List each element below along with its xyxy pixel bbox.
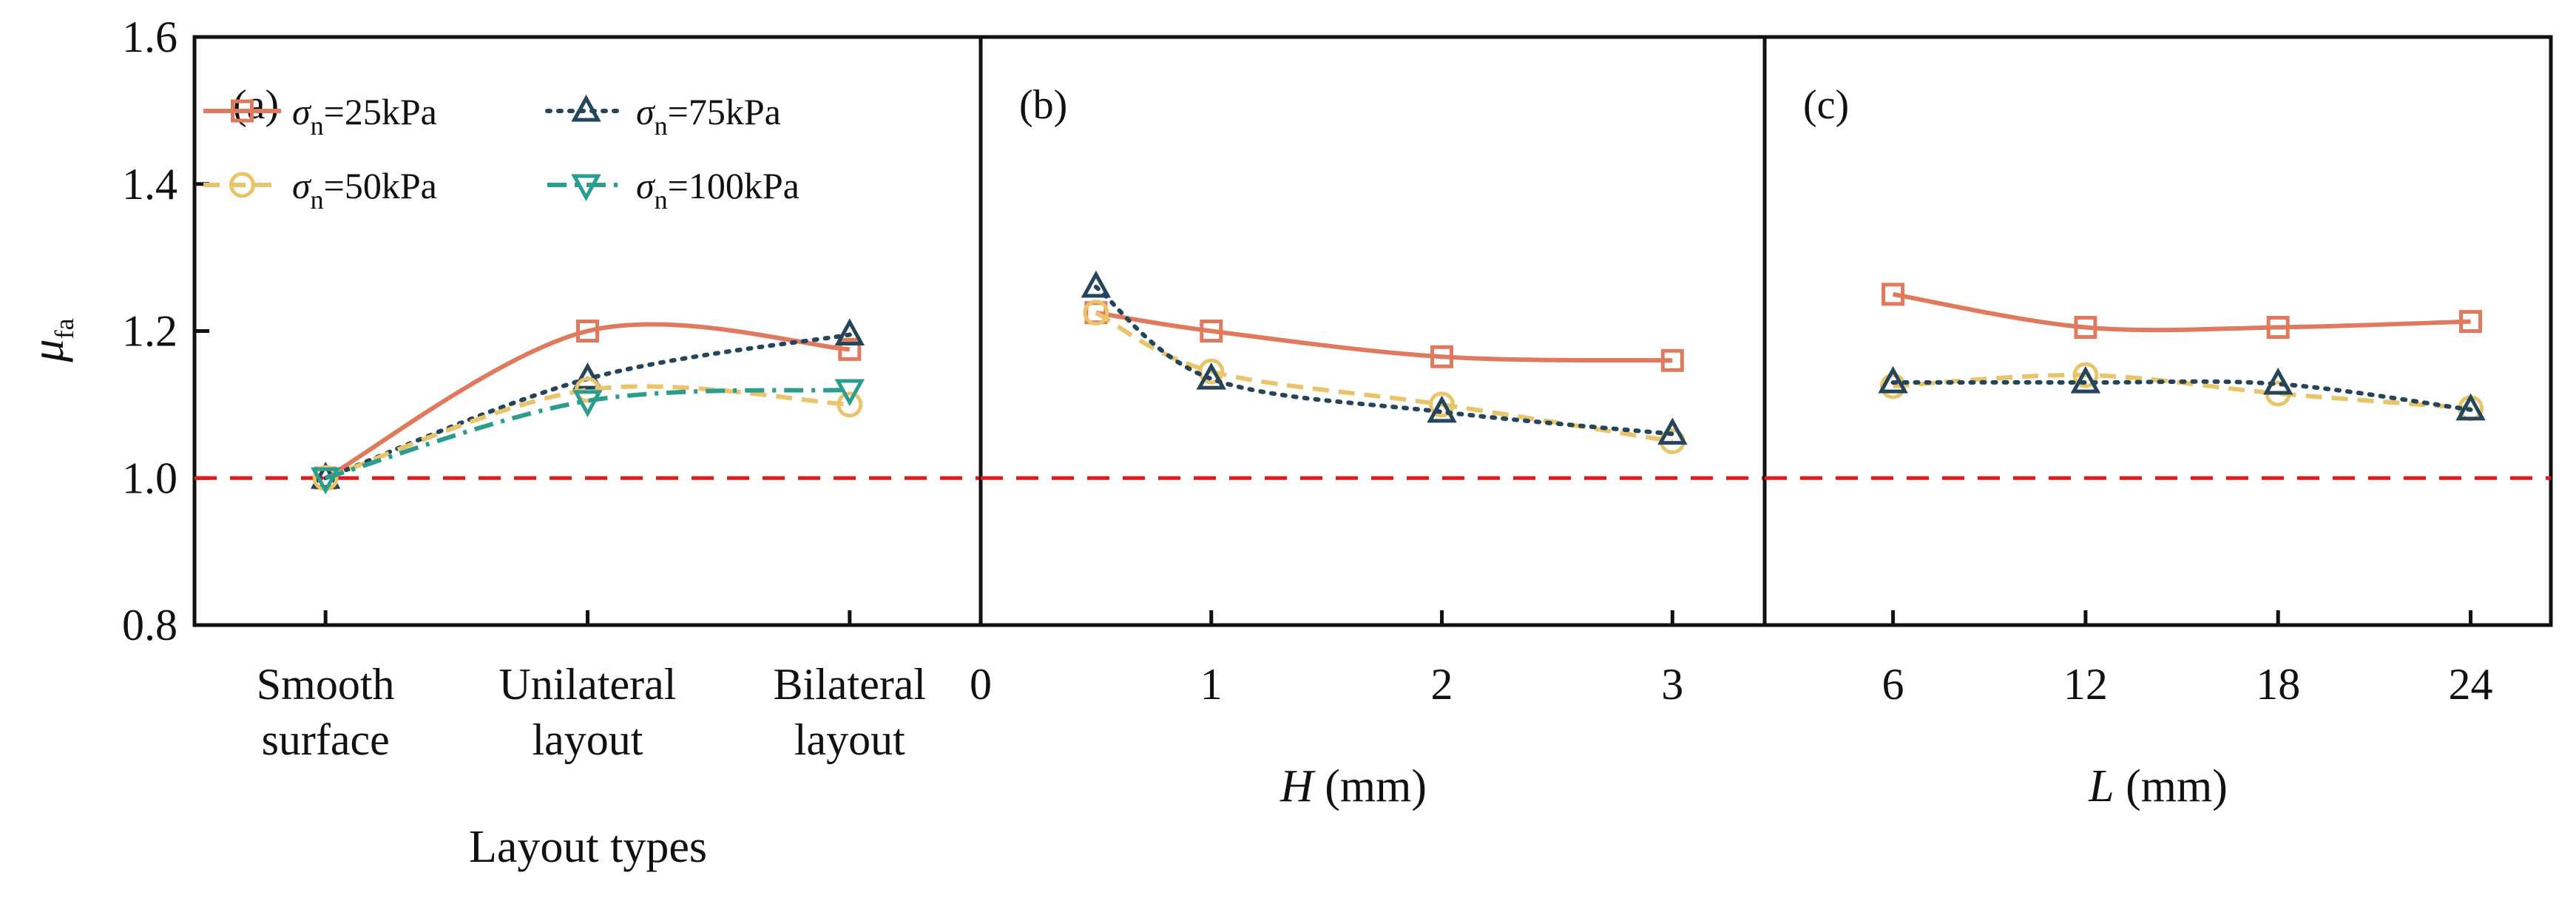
data-point-s75	[2070, 365, 2101, 394]
y-tick-label: 1.2	[122, 307, 178, 356]
x-tick-label: Unilateral layout	[499, 660, 677, 764]
x-tick-label: 24	[2449, 660, 2493, 709]
data-point-s25	[838, 337, 862, 361]
x-tick-label: Bilateral layout	[774, 660, 927, 764]
y-tick-label: 0.8	[122, 601, 178, 649]
data-point-s25	[2459, 310, 2483, 334]
data-point-s50	[1429, 391, 1456, 418]
y-tick-label: 1.0	[122, 453, 178, 502]
data-point-s75	[1081, 270, 1112, 298]
data-point-s100	[310, 467, 341, 495]
data-point-s50	[1198, 358, 1225, 385]
legend-marker-s100	[571, 174, 601, 202]
data-point-s75	[2455, 393, 2486, 421]
series-line-s50	[325, 384, 850, 481]
panel-c-x-axis-title: L (mm)	[2088, 761, 2228, 811]
legend-label-s25: σn=25kPa	[292, 91, 437, 141]
series-line-s75	[1890, 379, 2473, 412]
y-axis-title: μfa	[23, 318, 79, 362]
data-point-s50	[1083, 300, 1109, 326]
data-point-s25	[576, 320, 599, 342]
data-point-s50	[1880, 373, 1907, 399]
data-point-s75	[2262, 367, 2293, 395]
x-tick-label: 18	[2256, 660, 2300, 709]
panel-b: (b) H (mm) 0 1 2 3	[970, 35, 1767, 811]
series-line-s25	[1095, 310, 1673, 363]
x-tick-label: 2	[1431, 660, 1453, 709]
legend-marker-s75	[571, 94, 601, 122]
data-point-s25	[1882, 283, 1905, 306]
y-axis-ticks: 0.8 1.0 1.2 1.4 1.6	[122, 13, 209, 649]
data-point-s25	[2074, 316, 2097, 340]
panel-c-frame	[1762, 35, 2553, 627]
data-point-s100	[834, 379, 865, 407]
x-tick-label: 1	[1200, 660, 1223, 709]
legend-label-s75: σn=75kPa	[636, 91, 781, 141]
panel-c: (c) L (mm) 6 12 18 24	[1762, 35, 2553, 811]
data-point-s75	[834, 318, 865, 345]
data-point-s25	[1430, 345, 1454, 368]
legend: σn=25kPa σn=75kPa σn=50kPa σn=100kPa	[203, 91, 799, 215]
data-point-s25	[1660, 348, 1684, 372]
legend-marker-s25	[231, 99, 254, 123]
data-point-s75	[1427, 395, 1457, 423]
y-tick-label: 1.6	[122, 13, 178, 61]
panel-b-label: (b)	[1019, 82, 1067, 128]
data-point-s75	[572, 362, 603, 390]
data-point-s75	[1878, 365, 1908, 394]
series-line-s75	[1093, 284, 1675, 436]
data-point-s25	[1200, 320, 1223, 342]
panel-b-x-axis-title: H (mm)	[1279, 761, 1427, 811]
data-point-s25	[2266, 316, 2290, 340]
data-point-s100	[572, 390, 603, 418]
series-line-s25	[1893, 291, 2471, 333]
x-tick-label: 12	[2063, 660, 2108, 709]
legend-label-s100: σn=100kPa	[636, 165, 799, 215]
x-tick-label: Smooth surface	[257, 660, 395, 764]
x-tick-label: 6	[1882, 660, 1904, 709]
x-tick-label: 0	[970, 660, 992, 709]
legend-marker-s50	[229, 172, 255, 198]
data-point-s50	[836, 391, 863, 418]
data-point-s50	[575, 377, 601, 403]
x-tick-label: 3	[1661, 660, 1683, 709]
y-tick-label: 1.4	[122, 160, 178, 209]
legend-label-s50: σn=50kPa	[292, 165, 437, 215]
data-point-s75	[1196, 362, 1226, 390]
series-line-s25	[324, 322, 851, 480]
data-point-s50	[2072, 362, 2099, 388]
panel-c-label: (c)	[1803, 82, 1849, 128]
panel-a-x-axis-title: Layout types	[469, 822, 707, 872]
data-point-s75	[1657, 417, 1688, 445]
